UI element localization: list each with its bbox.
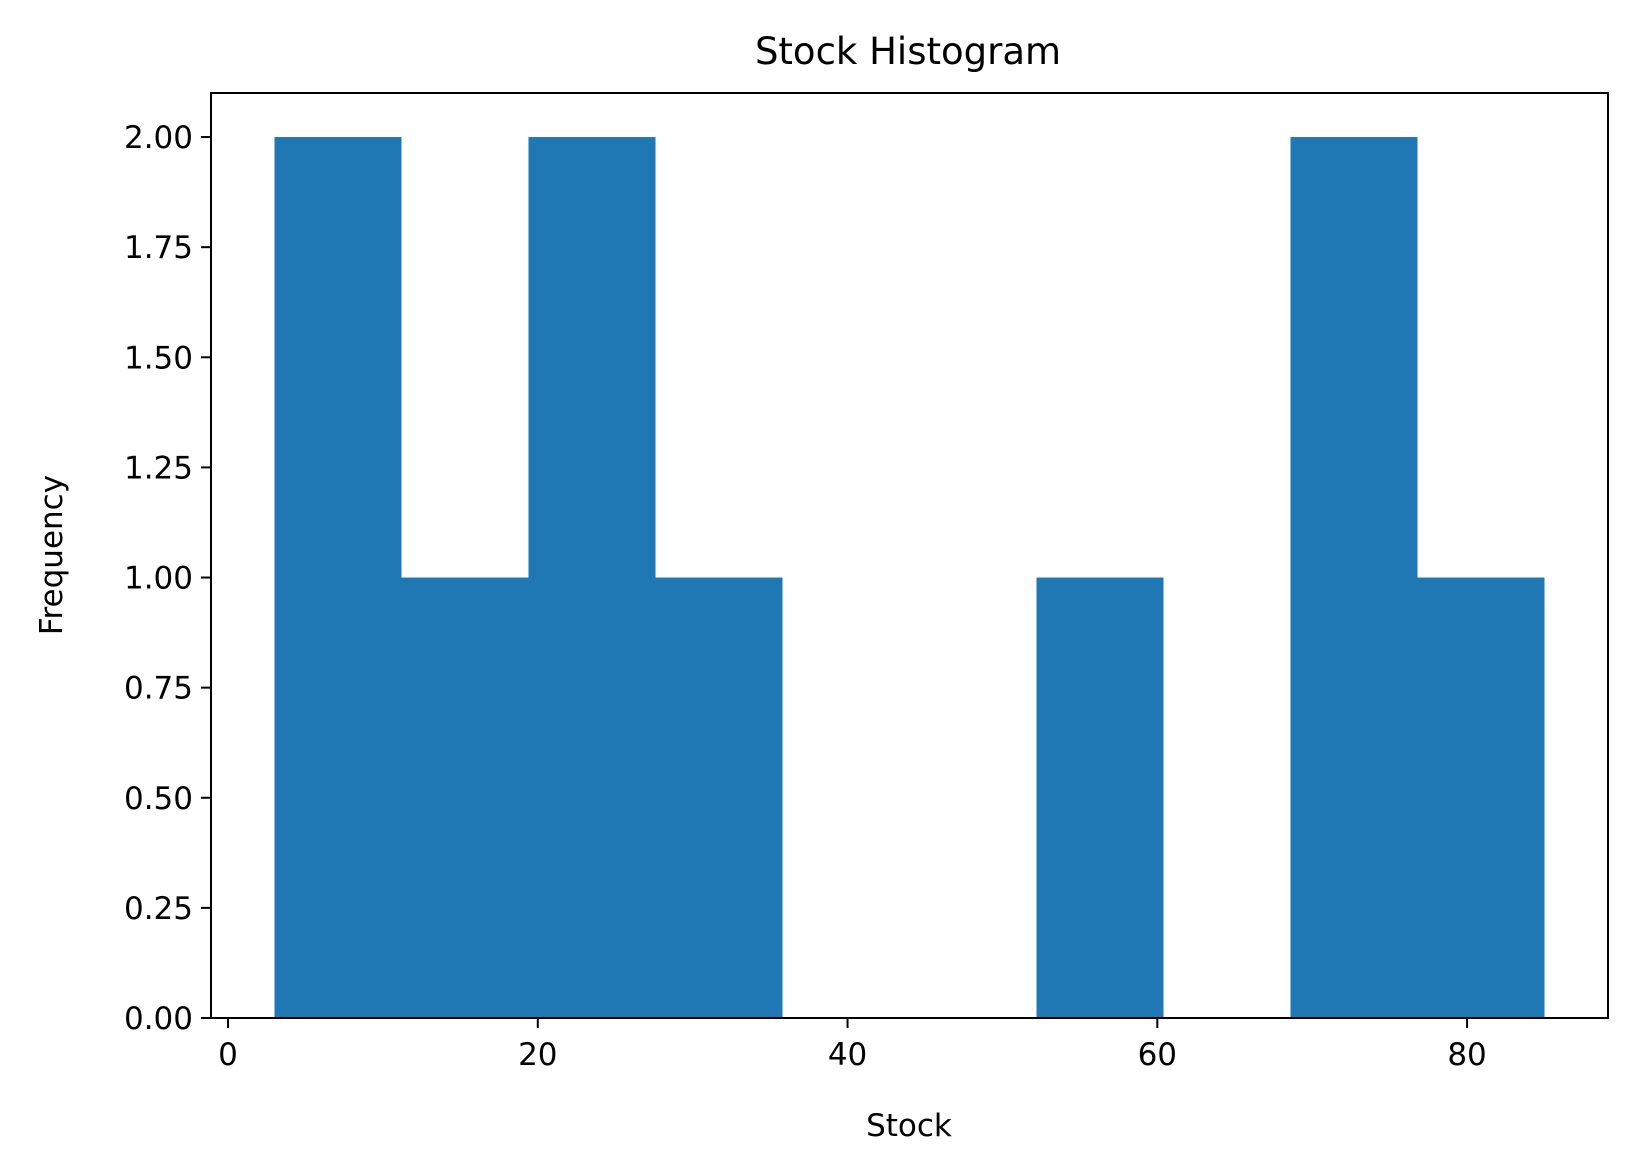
histogram-bar: [274, 137, 402, 1019]
y-tick-label: 1.25: [124, 450, 193, 486]
y-tick-label: 1.00: [124, 561, 193, 597]
histogram-bar: [1417, 577, 1545, 1018]
histogram-bar: [401, 577, 529, 1018]
histogram-bar: [655, 577, 783, 1018]
y-tick-label: 0.00: [124, 1001, 193, 1037]
x-axis-label: Stock: [866, 1108, 952, 1144]
x-tick-label: 40: [828, 1037, 867, 1073]
y-axis-ticks: 0.00 0.25 0.50 0.75 1.00 1.25 1.50 1.75 2.00: [124, 120, 211, 1037]
y-tick-label: 1.75: [124, 230, 193, 266]
plot-frame: [210, 92, 1609, 1019]
histogram-bar: [1036, 577, 1164, 1018]
y-tick-label: 0.75: [124, 671, 193, 707]
histogram-bar: [1290, 137, 1418, 1019]
x-tick-label: 80: [1447, 1037, 1486, 1073]
y-tick-label: 0.50: [124, 781, 193, 817]
x-tick-label: 0: [218, 1037, 238, 1073]
y-tick-label: 0.25: [124, 891, 193, 927]
y-tick-label: 2.00: [124, 120, 193, 156]
y-tick-label: 1.50: [124, 340, 193, 376]
x-axis-ticks: 0 20 40 60 80: [218, 1018, 1487, 1073]
x-tick-label: 60: [1138, 1037, 1177, 1073]
x-tick-label: 20: [518, 1037, 557, 1073]
bars-layer: [274, 137, 1545, 1019]
histogram-bar: [528, 137, 656, 1019]
chart-title: Stock Histogram: [755, 30, 1061, 73]
y-axis-label: Frequency: [34, 475, 70, 635]
